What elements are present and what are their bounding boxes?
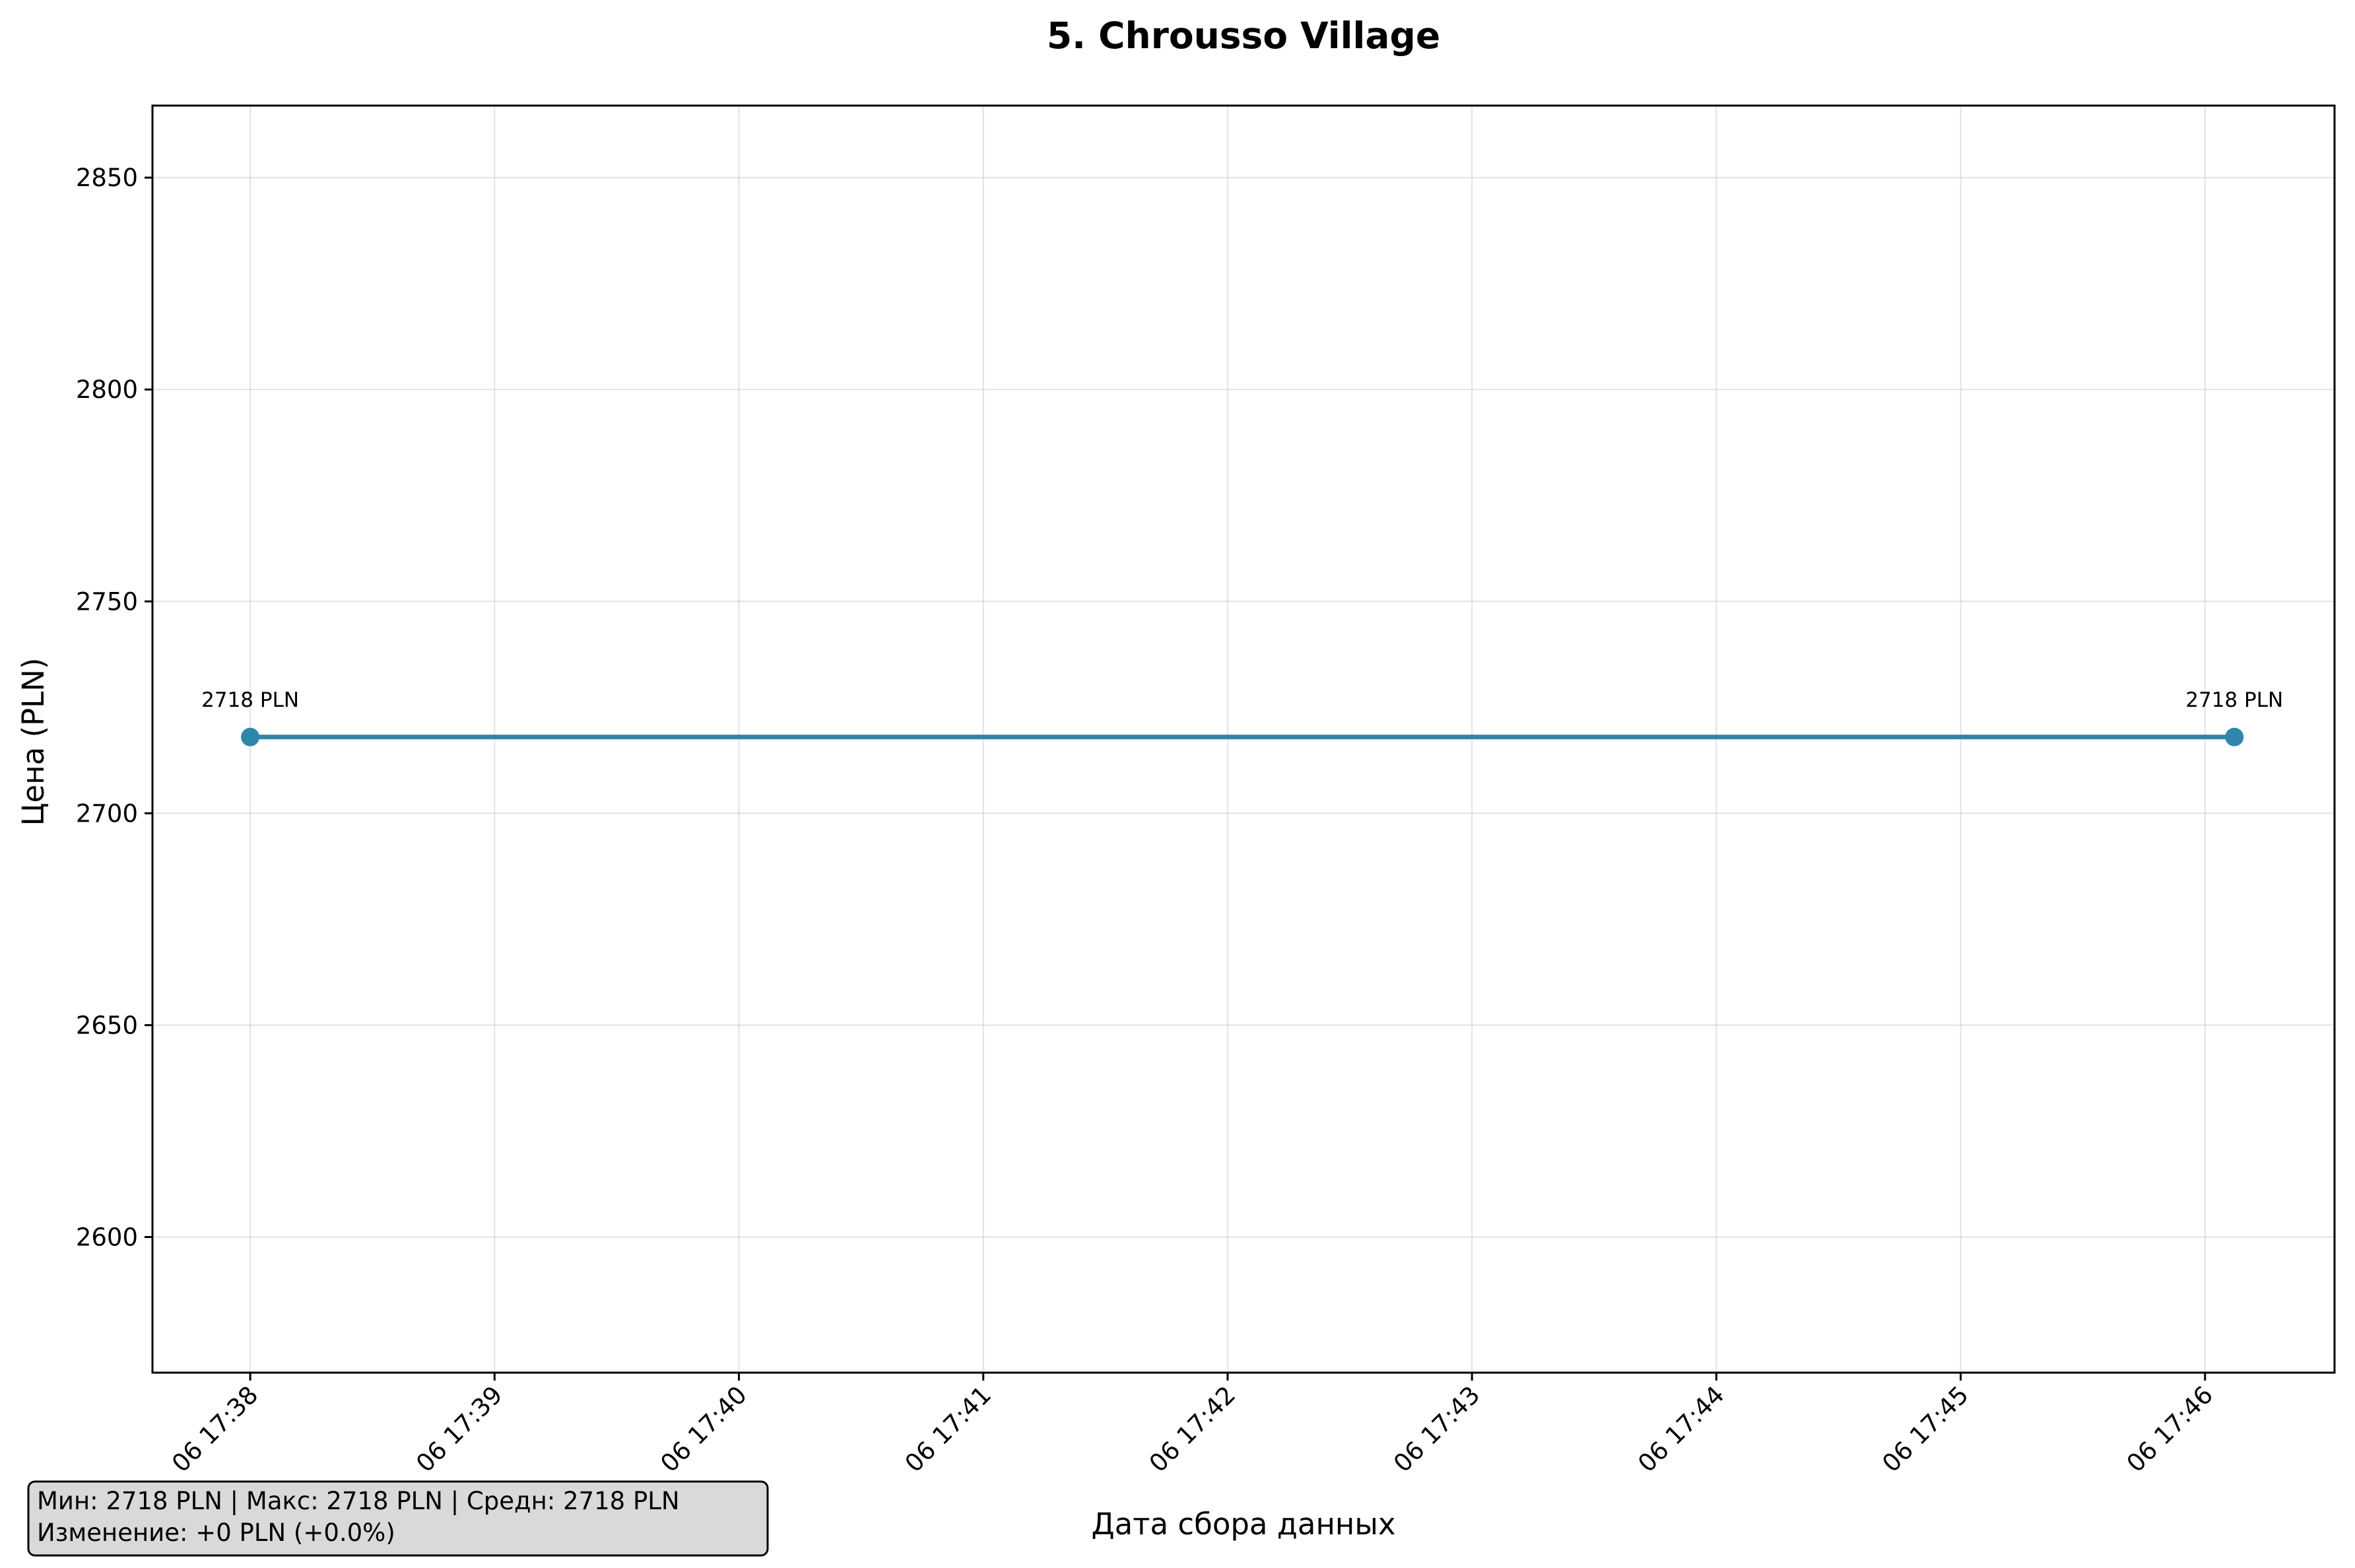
plot-area-frame [151, 104, 2336, 1374]
stats-box: Мин: 2718 PLN | Макс: 2718 PLN | Средн: … [27, 1480, 769, 1557]
data-point-marker [2225, 727, 2244, 746]
x-axis-label: Дата сбора данных [1092, 1507, 1396, 1542]
stats-line-min-max-avg: Мин: 2718 PLN | Макс: 2718 PLN | Средн: … [37, 1487, 680, 1515]
chart-title: 5. Chrousso Village [1047, 15, 1440, 57]
y-tick-label: 2650 [76, 1011, 138, 1039]
y-tick-label: 2800 [76, 376, 138, 404]
data-point-marker [241, 727, 260, 746]
y-tick-label: 2750 [76, 587, 138, 616]
y-tick-label: 2850 [76, 164, 138, 192]
y-axis-label: Цена (PLN) [16, 658, 51, 826]
y-tick-label: 2600 [76, 1224, 138, 1252]
data-point-label: 2718 PLN [201, 688, 299, 712]
stats-box-background [27, 1480, 769, 1557]
stats-line-change: Изменение: +0 PLN (+0.0%) [37, 1519, 395, 1547]
series-layer: 2718 PLN 2718 PLN [201, 688, 2283, 746]
y-tick-label: 2700 [76, 799, 138, 828]
data-point-label: 2718 PLN [2185, 688, 2283, 712]
